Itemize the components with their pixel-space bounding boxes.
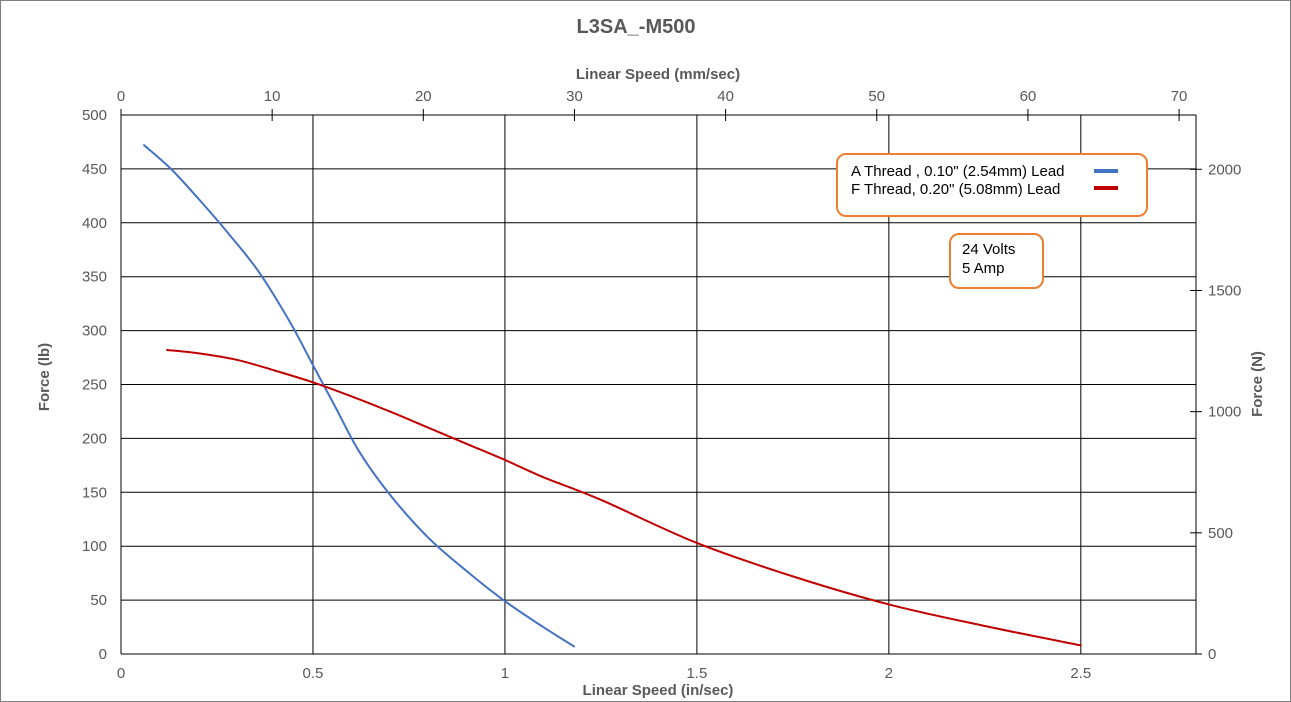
y-tick-label-350: 350 xyxy=(82,269,107,286)
x-tick-label-1: 1 xyxy=(501,665,509,682)
y-tick-label-250: 250 xyxy=(82,377,107,394)
chart-title: L3SA_-M500 xyxy=(577,16,696,38)
y2-axis-title: Force (N) xyxy=(1249,351,1266,417)
y-tick-label-200: 200 xyxy=(82,430,107,447)
x-tick-label-0-5: 0.5 xyxy=(303,665,324,682)
annotation-voltage: 24 Volts xyxy=(962,241,1015,258)
x-tick-label-0: 0 xyxy=(117,665,125,682)
y2-tick-label-2000: 2000 xyxy=(1208,161,1241,178)
x-axis-title: Linear Speed (in/sec) xyxy=(583,682,734,699)
x2-tick-label-60: 60 xyxy=(1020,88,1037,105)
y-axis-title: Force (lb) xyxy=(36,343,53,411)
legend-label-a-thread: A Thread , 0.10" (2.54mm) Lead xyxy=(851,163,1065,180)
annotation-box: 24 Volts 5 Amp xyxy=(949,233,1044,289)
annotation-border xyxy=(949,233,1044,289)
x-tick-label-1-5: 1.5 xyxy=(686,665,707,682)
y-tick-label-50: 50 xyxy=(90,592,107,609)
x2-tick-label-40: 40 xyxy=(717,88,734,105)
x2-tick-label-30: 30 xyxy=(566,88,583,105)
y-tick-label-300: 300 xyxy=(82,323,107,340)
y2-tick-label-0: 0 xyxy=(1208,646,1216,663)
y-tick-label-0: 0 xyxy=(99,646,107,663)
x-tick-label-2: 2 xyxy=(885,665,893,682)
x2-tick-label-20: 20 xyxy=(415,88,432,105)
x2-tick-label-70: 70 xyxy=(1171,88,1188,105)
series-layer xyxy=(143,144,1082,648)
legend-label-f-thread: F Thread, 0.20" (5.08mm) Lead xyxy=(851,181,1060,198)
legend: A Thread , 0.10" (2.54mm) Lead F Thread,… xyxy=(836,153,1148,217)
y2-tick-label-1500: 1500 xyxy=(1208,282,1241,299)
legend-box xyxy=(836,153,1148,217)
y-tick-label-500: 500 xyxy=(82,107,107,124)
x2-tick-label-0: 0 xyxy=(117,88,125,105)
y2-tick-label-1000: 1000 xyxy=(1208,404,1241,421)
x2-tick-label-10: 10 xyxy=(264,88,281,105)
y-tick-label-150: 150 xyxy=(82,484,107,501)
y-tick-label-450: 450 xyxy=(82,161,107,178)
y-tick-label-100: 100 xyxy=(82,538,107,555)
x2-axis-title: Linear Speed (mm/sec) xyxy=(576,66,740,83)
annotation-current: 5 Amp xyxy=(962,260,1005,277)
series-line-a-thread xyxy=(143,144,576,648)
series-line-f-thread xyxy=(166,349,1082,647)
x2-tick-label-50: 50 xyxy=(868,88,885,105)
x-tick-label-2-5: 2.5 xyxy=(1070,665,1091,682)
y2-tick-label-500: 500 xyxy=(1208,525,1233,542)
y-tick-label-400: 400 xyxy=(82,215,107,232)
grid-layer xyxy=(120,114,1197,655)
